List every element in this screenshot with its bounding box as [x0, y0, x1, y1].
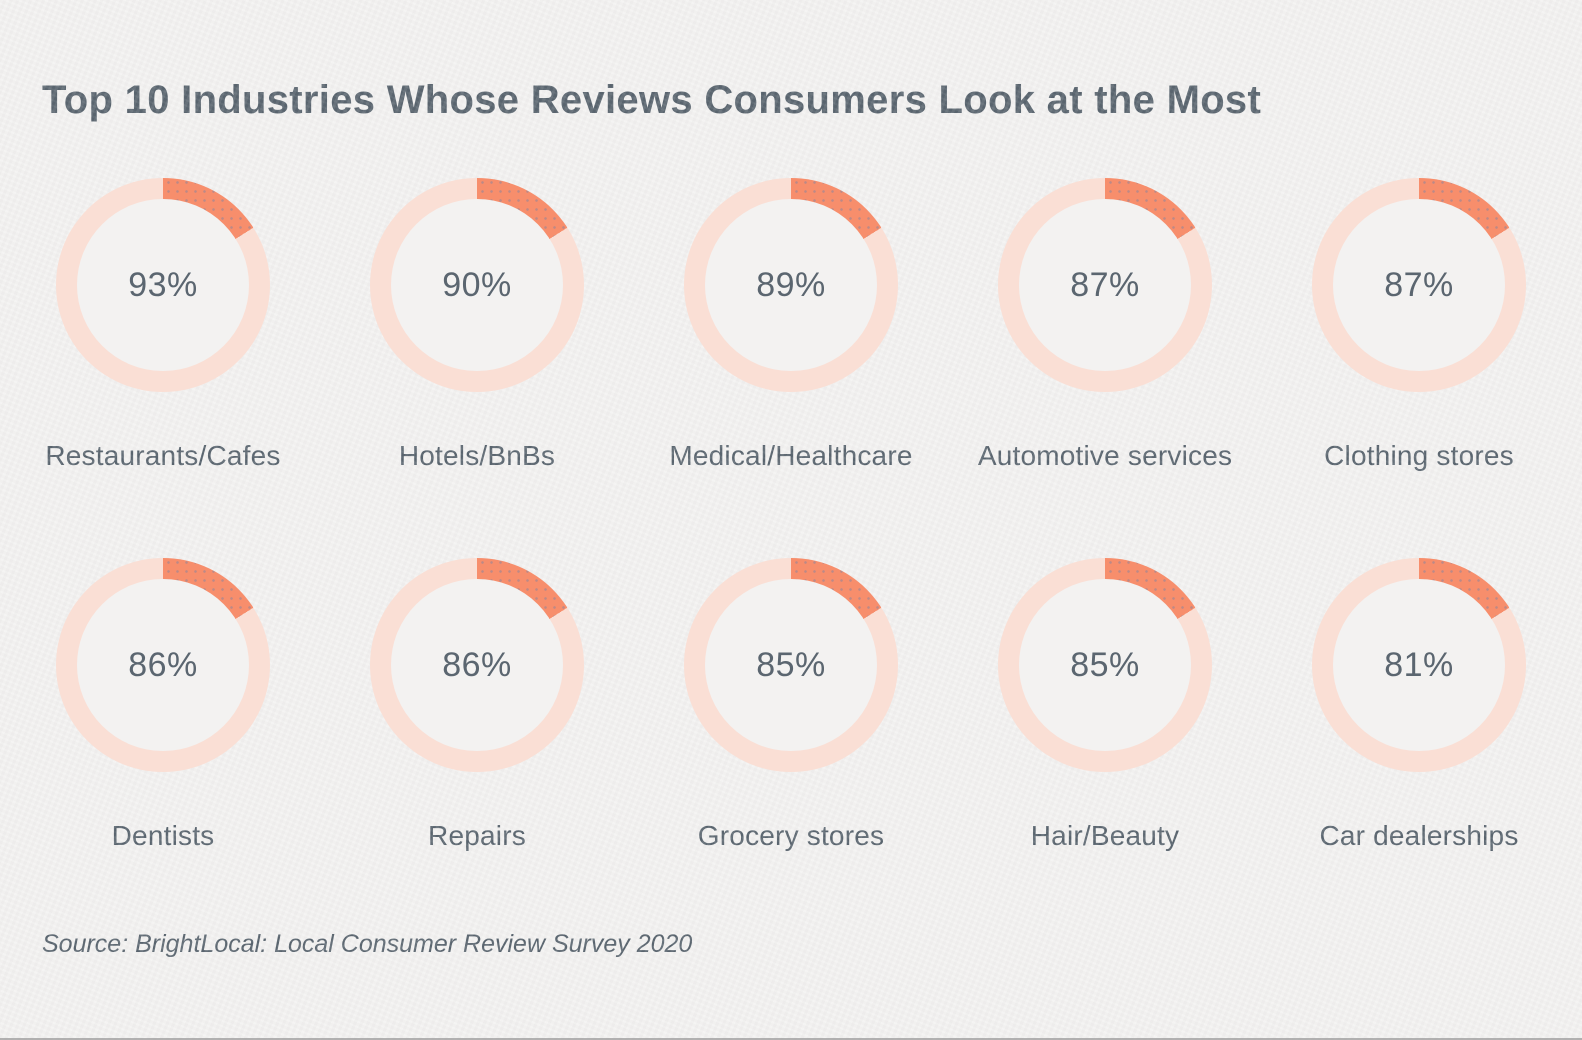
donut-hole: 93%	[77, 199, 249, 371]
donut-value: 93%	[128, 265, 198, 304]
donut-value: 85%	[756, 645, 826, 684]
donut-hole: 85%	[1019, 579, 1191, 751]
donut-value: 87%	[1384, 265, 1454, 304]
donut-label: Hair/Beauty	[1030, 820, 1180, 851]
donut-ring: 90%	[370, 178, 584, 392]
donut-ring: 86%	[370, 558, 584, 772]
source-attribution: Source: BrightLocal: Local Consumer Revi…	[42, 930, 693, 958]
donut-ring: 86%	[56, 558, 270, 772]
donut-cell-automotive: 87% Automotive services	[948, 178, 1262, 472]
donut-label: Clothing stores	[1324, 440, 1514, 471]
donut-label: Grocery stores	[697, 820, 885, 851]
donut-cell-grocery: 85% Grocery stores	[634, 558, 948, 852]
page-title: Top 10 Industries Whose Reviews Consumer…	[42, 78, 1262, 122]
donut-value: 86%	[442, 645, 512, 684]
donut-label: Repairs	[428, 820, 526, 851]
donut-cell-hair-beauty: 85% Hair/Beauty	[948, 558, 1262, 852]
donut-label: Hotels/BnBs	[398, 440, 556, 471]
donut-cell-car-dealerships: 81% Car dealerships	[1262, 558, 1576, 852]
donut-hole: 86%	[391, 579, 563, 751]
donut-value: 90%	[442, 265, 512, 304]
donut-hole: 90%	[391, 199, 563, 371]
donut-label: Dentists	[111, 820, 215, 851]
donut-hole: 87%	[1019, 199, 1191, 371]
donut-cell-medical: 89% Medical/Healthcare	[634, 178, 948, 472]
donut-hole: 81%	[1333, 579, 1505, 751]
donut-ring: 87%	[998, 178, 1212, 392]
donut-value: 86%	[128, 645, 198, 684]
donut-hole: 85%	[705, 579, 877, 751]
donut-ring: 87%	[1312, 178, 1526, 392]
donut-ring: 85%	[998, 558, 1212, 772]
donut-hole: 89%	[705, 199, 877, 371]
donut-ring: 93%	[56, 178, 270, 392]
donut-value: 81%	[1384, 645, 1454, 684]
donut-value: 87%	[1070, 265, 1140, 304]
donut-label: Restaurants/Cafes	[45, 440, 281, 471]
donut-label: Automotive services	[977, 440, 1233, 471]
donut-hole: 87%	[1333, 199, 1505, 371]
donut-cell-dentists: 86% Dentists	[6, 558, 320, 852]
donut-label: Medical/Healthcare	[669, 440, 913, 471]
donut-label: Car dealerships	[1319, 820, 1519, 851]
donut-cell-repairs: 86% Repairs	[320, 558, 634, 852]
donut-grid: 93% Restaurants/Cafes 90% Hotels/BnBs 89…	[0, 178, 1582, 852]
donut-value: 89%	[756, 265, 826, 304]
donut-cell-restaurants: 93% Restaurants/Cafes	[6, 178, 320, 472]
donut-ring: 89%	[684, 178, 898, 392]
donut-ring: 81%	[1312, 558, 1526, 772]
donut-hole: 86%	[77, 579, 249, 751]
donut-value: 85%	[1070, 645, 1140, 684]
donut-cell-clothing: 87% Clothing stores	[1262, 178, 1576, 472]
donut-ring: 85%	[684, 558, 898, 772]
donut-cell-hotels: 90% Hotels/BnBs	[320, 178, 634, 472]
